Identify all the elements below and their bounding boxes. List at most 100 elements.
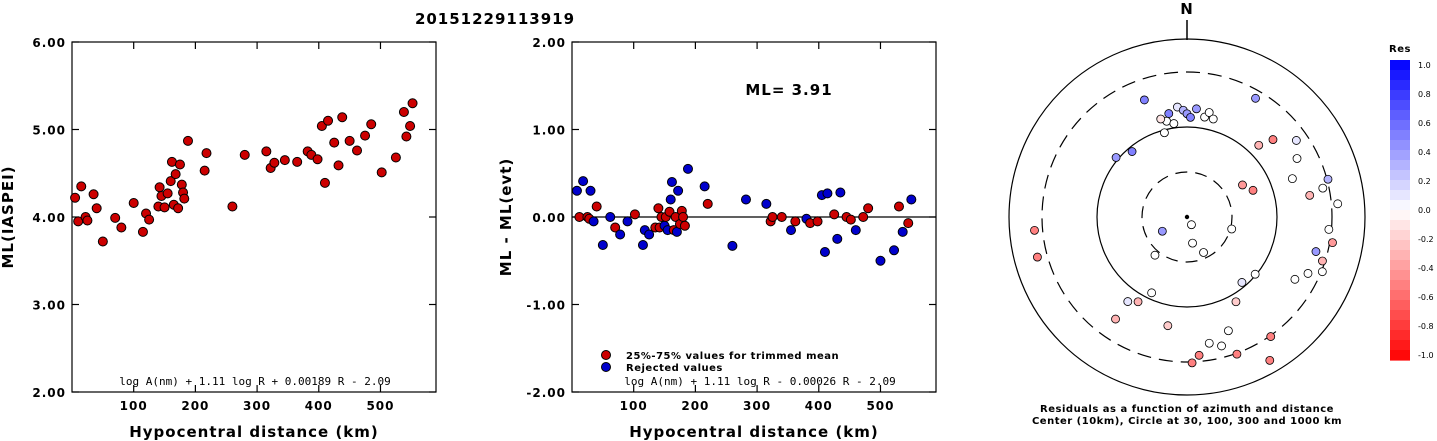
plot-frame	[71, 41, 437, 393]
legend-marker-blue	[601, 362, 611, 372]
data-point	[644, 229, 655, 240]
data-point	[91, 203, 102, 214]
data-point	[893, 201, 904, 212]
colorbar-segment	[1390, 100, 1410, 111]
data-point	[812, 216, 823, 227]
data-point	[76, 181, 87, 192]
data-point	[571, 185, 582, 196]
station-marker	[1188, 238, 1197, 248]
data-point	[761, 198, 772, 209]
data-point	[889, 245, 900, 256]
colorbar-segment	[1390, 60, 1410, 71]
colorbar-segment	[1390, 350, 1410, 361]
data-point	[875, 255, 886, 266]
data-point	[740, 194, 751, 205]
circle-300km	[1041, 71, 1333, 363]
data-point	[682, 163, 693, 174]
data-point	[407, 98, 418, 109]
station-marker	[1232, 349, 1242, 359]
data-point	[173, 203, 184, 214]
data-point	[610, 222, 621, 233]
data-point	[665, 194, 676, 205]
data-point	[588, 216, 599, 227]
station-marker	[1156, 114, 1166, 124]
data-point	[159, 202, 170, 213]
station-marker	[1328, 238, 1337, 248]
colorbar-label: -0.6	[1418, 293, 1434, 302]
colorbar-segment	[1390, 280, 1410, 291]
north-label: N	[1180, 0, 1194, 18]
data-point	[622, 216, 633, 227]
x-tick-label: 200	[181, 399, 209, 413]
data-point	[154, 182, 165, 193]
data-point	[615, 229, 626, 240]
ml-annotation: ML= 3.91	[745, 81, 832, 99]
data-point	[727, 240, 738, 251]
data-point	[376, 167, 387, 178]
station-marker	[1030, 225, 1039, 235]
y-tick-label: -1.00	[526, 299, 566, 313]
colorbar-segment	[1390, 110, 1410, 121]
data-point	[605, 212, 616, 222]
formula-text: log A(nm) + 1.11 log R + 0.00189 R - 2.0…	[119, 375, 391, 388]
legend-label-trimmed: 25%-75% values for trimmed mean	[626, 351, 839, 362]
colorbar-segment	[1390, 250, 1410, 261]
data-point	[897, 226, 908, 237]
data-point	[850, 225, 861, 236]
data-point	[182, 135, 193, 146]
data-point	[329, 137, 340, 148]
data-point	[819, 247, 830, 257]
legend-marker-red	[601, 350, 611, 360]
data-point	[239, 149, 250, 160]
colorbar-segment	[1390, 80, 1410, 91]
y-axis-label: ML(IASPEI)	[0, 165, 17, 268]
station-marker	[1217, 341, 1226, 351]
station-marker	[1251, 93, 1260, 103]
station-marker	[1033, 252, 1042, 262]
colorbar-label: 1.0	[1418, 61, 1431, 70]
station-marker	[1303, 269, 1313, 278]
data-point	[903, 218, 914, 229]
station-marker	[1111, 153, 1121, 162]
data-point	[70, 192, 81, 203]
data-point	[822, 188, 833, 199]
colorbar-label: 0.6	[1418, 119, 1431, 128]
data-point	[162, 188, 173, 199]
data-point	[344, 135, 355, 146]
x-tick-label: 300	[743, 399, 771, 413]
colorbar-label: 0.0	[1418, 206, 1431, 215]
data-point	[323, 115, 334, 126]
colorbar-segment	[1390, 240, 1410, 251]
data-point	[863, 203, 874, 214]
data-point	[279, 155, 290, 166]
station-marker	[1290, 274, 1300, 284]
data-point	[653, 203, 664, 214]
data-point	[585, 185, 596, 196]
station-marker	[1333, 199, 1343, 209]
y-tick-label: 2.00	[532, 36, 566, 50]
station-marker	[1324, 225, 1334, 234]
colorbar-segment	[1390, 120, 1410, 131]
station-marker	[1150, 250, 1160, 260]
colorbar-label: -0.2	[1418, 235, 1434, 244]
station-marker	[1292, 154, 1302, 163]
station-marker	[1323, 174, 1333, 184]
colorbar-label: -0.4	[1418, 264, 1434, 273]
station-marker	[1123, 297, 1133, 306]
data-point	[337, 112, 348, 123]
caption-line-2: Center (10km), Circle at 30, 100, 300 an…	[1032, 416, 1342, 427]
colorbar-segment	[1390, 140, 1410, 151]
data-point	[398, 107, 409, 117]
station-marker	[1223, 326, 1233, 336]
y-axis-label: ML - ML(evt)	[497, 158, 515, 276]
colorbar-segment	[1390, 150, 1410, 161]
data-point	[144, 214, 155, 225]
station-marker	[1164, 109, 1174, 118]
station-marker	[1266, 332, 1276, 341]
colorbar-label: 0.4	[1418, 148, 1431, 157]
legend-label-rejected: Rejected values	[626, 363, 723, 374]
x-tick-label: 500	[366, 399, 394, 413]
data-point	[405, 121, 416, 131]
station-marker	[1317, 267, 1327, 277]
station-marker	[1254, 140, 1264, 150]
